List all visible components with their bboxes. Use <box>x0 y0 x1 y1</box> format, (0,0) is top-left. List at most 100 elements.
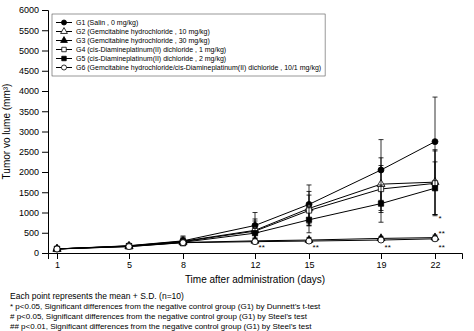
y-tick: 3000 <box>19 127 48 137</box>
point <box>125 242 133 249</box>
y-tick-mark <box>42 172 48 173</box>
series <box>54 151 437 252</box>
error-bar <box>433 151 438 216</box>
x-tick: 5 <box>127 253 132 270</box>
legend-item: G1 (Salin , 0 mg/kg) <box>56 19 138 27</box>
x-tick-label: 22 <box>430 260 440 270</box>
y-tick-mark <box>42 111 48 112</box>
error-bar <box>307 207 312 233</box>
x-tick: 19 <box>376 253 386 270</box>
x-tick-label: 15 <box>304 260 314 270</box>
y-tick-label: 4000 <box>19 86 39 96</box>
y-tick-mark <box>42 71 48 72</box>
point <box>53 244 61 251</box>
y-tick-mark <box>42 233 48 234</box>
x-tick: 22 <box>430 253 440 270</box>
series <box>54 97 438 252</box>
x-tick: 8 <box>181 253 186 270</box>
y-tick: 1500 <box>19 188 48 198</box>
point <box>432 186 437 191</box>
y-tick-label: 4500 <box>19 66 39 76</box>
y-tick: 4500 <box>19 66 48 76</box>
error-bar <box>181 238 186 246</box>
series <box>53 233 439 251</box>
series <box>54 236 438 252</box>
x-tick-label: 12 <box>250 260 260 270</box>
legend-swatch-marker <box>61 65 66 70</box>
series-line <box>57 142 435 249</box>
y-tick: 500 <box>24 228 48 238</box>
point <box>54 246 60 252</box>
point <box>378 237 384 243</box>
series-line <box>57 183 435 249</box>
error-bar <box>253 239 258 244</box>
point <box>252 231 257 236</box>
y-tick-label: 0 <box>34 248 39 258</box>
legend-label: G5 (cis-Diamineplatinum(II) dichloride ,… <box>76 55 226 63</box>
error-bar <box>181 241 186 245</box>
y-tick-label: 3000 <box>19 127 39 137</box>
legend-swatch-marker <box>61 28 68 34</box>
legend-label: G1 (Salin , 0 mg/kg) <box>76 19 138 27</box>
error-bar <box>307 239 312 244</box>
annotation: ** <box>259 243 265 252</box>
plot: 1581215192205001000150020002500300035004… <box>1 5 463 285</box>
series <box>53 150 439 252</box>
legend-label: G3 (Gemcitabine hydrochloride , 30 mg/kg… <box>76 37 210 45</box>
y-tick: 2500 <box>19 147 48 157</box>
x-tick-mark <box>57 253 58 259</box>
x-axis-title: Time after administration (days) <box>185 274 325 285</box>
x-tick-label: 19 <box>376 260 386 270</box>
annotation: ** <box>313 243 319 252</box>
x-tick: 1 <box>55 253 60 270</box>
error-bar <box>181 237 186 246</box>
point <box>54 246 59 251</box>
x-axis: 15812151922 <box>49 253 463 270</box>
x-tick: 15 <box>304 253 314 270</box>
x-tick-mark <box>381 253 382 259</box>
chart: 1581215192205001000150020002500300035004… <box>0 0 474 331</box>
error-bar <box>433 236 438 241</box>
y-axis: 0 500 1000 1500 2000 2500 3000 3500 4000 4500 5000… <box>19 5 49 258</box>
x-axis-line <box>49 254 463 260</box>
x-tick-label: 5 <box>127 260 132 270</box>
y-tick: 6000 <box>19 5 48 15</box>
footnotes: Each point represents the mean + S.D. (n… <box>10 291 321 331</box>
y-tick-mark <box>42 192 48 193</box>
footnote: Each point represents the mean + S.D. (n… <box>10 291 184 301</box>
y-tick: 0 <box>34 248 48 258</box>
y-tick-label: 5000 <box>19 46 39 56</box>
point <box>53 244 61 251</box>
y-tick: 1000 <box>19 208 48 218</box>
point <box>126 244 131 249</box>
series-line <box>57 188 435 249</box>
y-tick-mark <box>42 51 48 52</box>
y-tick-label: 2500 <box>19 147 39 157</box>
series-line <box>57 238 435 249</box>
y-tick-label: 2000 <box>19 167 39 177</box>
footnote: ## p<0.01, Significant differences from … <box>10 322 312 331</box>
legend-label: G6 (Gemcitabine hydrochloride/cis-Diamin… <box>76 64 321 72</box>
point <box>179 238 187 245</box>
point <box>306 217 311 222</box>
y-tick-label: 3500 <box>19 107 39 117</box>
y-tick-mark <box>42 152 48 153</box>
footnote: # p<0.05, Significant differences from t… <box>10 312 308 321</box>
annotation: ** <box>439 243 445 252</box>
legend-item: G3 (Gemcitabine hydrochloride , 30 mg/kg… <box>56 37 210 45</box>
point <box>180 240 186 246</box>
y-tick: 3500 <box>19 107 48 117</box>
annotation: * <box>439 214 442 223</box>
legend-item: G5 (cis-Diamineplatinum(II) dichloride ,… <box>56 55 226 63</box>
y-tick-label: 6000 <box>19 5 39 15</box>
y-tick: 5500 <box>19 26 48 36</box>
legend-swatch-marker <box>62 56 66 60</box>
legend-swatch-marker <box>61 37 68 43</box>
series-line <box>57 182 435 249</box>
y-tick-mark <box>42 132 48 133</box>
x-tick-label: 8 <box>181 260 186 270</box>
legend-swatch-marker <box>62 47 66 51</box>
error-bar <box>379 185 384 222</box>
error-bar <box>433 162 438 215</box>
y-tick-label: 1000 <box>19 208 39 218</box>
